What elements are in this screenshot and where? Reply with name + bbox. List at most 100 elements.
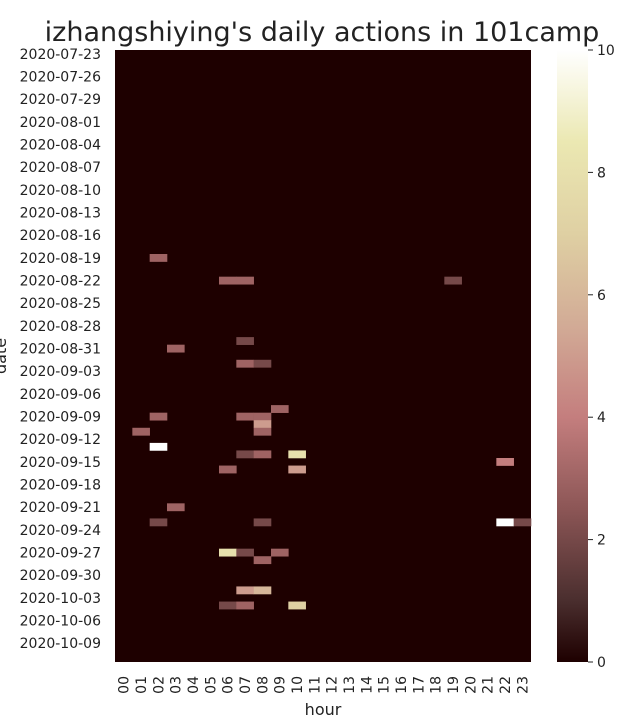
heatmap-cell [149,442,168,451]
heatmap-cell [149,412,168,421]
heatmap-cell [236,548,254,557]
y-tick-label: 2020-07-23 [20,47,101,63]
x-tick-label: 15 [377,676,393,694]
y-tick-label: 2020-09-06 [20,387,101,403]
heatmap-cell [288,450,306,459]
x-tick-labels: 00 01 02 03 04 05 06 07 08 09 10 11 12 13 14 15 16 17 18 19… [117,676,532,694]
y-tick-label: 2020-08-10 [20,183,101,199]
heatmap-cell [219,276,237,285]
y-tick-label: 2020-08-25 [20,296,101,312]
heatmap-cell [236,412,254,421]
heatmap-cell [253,586,272,595]
x-tick-label: 13 [342,676,358,694]
heatmap-cell [253,450,272,459]
heatmap-cell [288,465,306,474]
colorbar-ticks: 0 2 4 6 8 10 [588,43,615,671]
colorbar-tick-label: 8 [597,165,606,181]
y-tick-label: 2020-08-07 [20,160,101,176]
heatmap-cell [496,458,514,466]
y-tick-label: 2020-08-04 [20,137,101,153]
x-tick-label: 10 [290,676,306,694]
y-tick-label: 2020-09-15 [20,455,101,471]
x-tick-label: 16 [394,676,410,694]
y-tick-label: 2020-09-09 [20,409,101,425]
x-tick-label: 08 [255,676,271,694]
y-tick-label: 2020-08-01 [20,115,101,131]
y-tick-label: 2020-08-19 [20,251,101,267]
heatmap-cell [236,337,254,345]
heatmap-cell [288,601,306,610]
y-tick-label: 2020-07-26 [20,69,101,85]
x-tick-label: 20 [463,676,479,694]
x-tick-label: 17 [411,676,427,694]
colorbar-tick-label: 10 [597,43,615,59]
heatmap-cell [149,518,168,527]
y-tick-label: 2020-10-09 [20,636,101,652]
heatmap-cell [236,276,254,285]
heatmap-cell [271,548,289,557]
y-tick-label: 2020-10-06 [20,613,101,629]
heatmap-cell [271,405,289,413]
x-tick-label: 00 [117,676,133,694]
x-tick-label: 22 [498,676,514,694]
colorbar-tick-label: 6 [597,288,606,304]
heatmap-cell [253,518,272,527]
x-tick-label: 14 [359,676,375,694]
x-tick-label: 03 [169,676,185,694]
heatmap-cell [253,412,272,421]
colorbar-tick-label: 0 [597,655,606,671]
colorbar [557,50,588,662]
y-tick-labels: 2020-07-23 2020-07-26 2020-07-29 2020-08-01… [20,47,101,652]
x-tick-label: 23 [515,676,531,694]
y-tick-label: 2020-08-31 [20,341,101,357]
heatmap-cell [149,254,168,262]
y-tick-label: 2020-08-28 [20,319,101,335]
colorbar-tick-label: 2 [597,533,606,549]
heatmap-cell [219,465,237,474]
heatmap-cell [253,359,272,368]
heatmap-cell [219,548,237,557]
x-axis-title: hour [305,700,342,719]
x-tick-label: 18 [429,676,445,694]
y-tick-label: 2020-08-13 [20,205,101,221]
heatmap-cell [444,276,462,285]
y-tick-label: 2020-09-18 [20,477,101,493]
x-tick-label: 11 [307,676,323,694]
heatmap-cell [496,518,514,527]
y-tick-label: 2020-08-16 [20,228,101,244]
x-tick-label: 07 [238,676,254,694]
heatmap-cells [132,254,532,610]
x-tick-label: 02 [151,676,167,694]
heatmap-cell [513,518,532,527]
heatmap-background [115,50,531,662]
heatmap-cell [236,450,254,459]
x-tick-label: 04 [186,676,202,694]
y-tick-label: 2020-09-30 [20,568,101,584]
heatmap-cell [253,420,272,429]
y-axis-title: date [0,338,10,374]
heatmap-cell [219,601,237,610]
colorbar-tick-label: 4 [597,410,606,426]
x-tick-label: 21 [481,676,497,694]
chart-title: izhangshiying's daily actions in 101camp [45,17,600,48]
heatmap-cell [236,586,254,595]
y-tick-label: 2020-07-29 [20,92,101,108]
heatmap-cell [167,344,185,353]
heatmap-cell [253,556,272,565]
heatmap-cell [167,503,185,512]
y-tick-label: 2020-10-03 [20,591,101,607]
y-tick-label: 2020-08-22 [20,273,101,289]
y-tick-label: 2020-09-24 [20,523,101,539]
y-tick-label: 2020-09-27 [20,545,101,561]
heatmap-cell [236,359,254,368]
heatmap-cell [253,427,272,436]
heatmap-cell [132,427,150,436]
y-tick-label: 2020-09-12 [20,432,101,448]
x-tick-label: 19 [446,676,462,694]
x-tick-label: 06 [221,676,237,694]
heatmap-cell [236,601,254,610]
x-tick-label: 01 [134,676,150,694]
x-tick-label: 09 [273,676,289,694]
y-tick-label: 2020-09-03 [20,364,101,380]
